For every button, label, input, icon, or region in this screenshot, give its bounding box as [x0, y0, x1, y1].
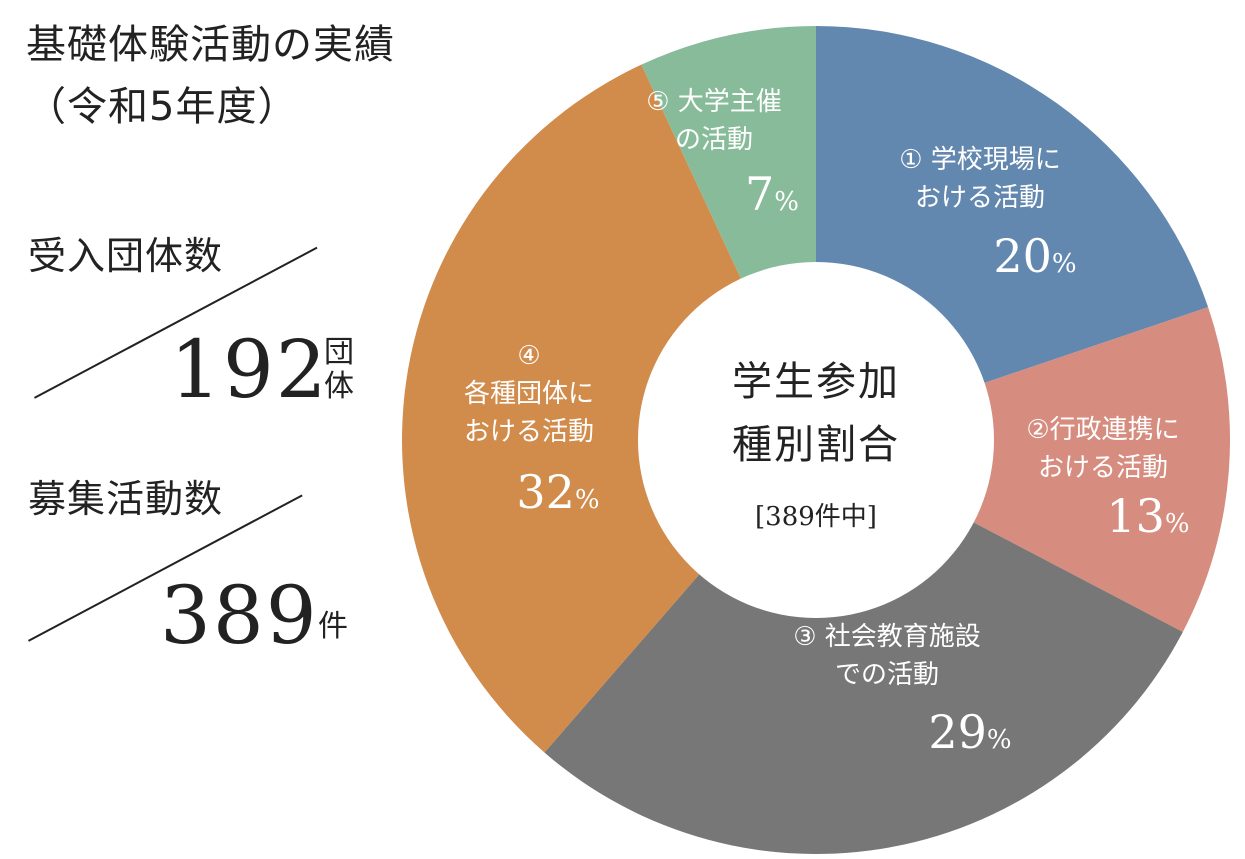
- pie-slice-4: [401, 64, 816, 753]
- stat-activities-value: 389: [160, 569, 319, 662]
- center-label: 学生参加 種別割合 [389件中]: [732, 359, 900, 532]
- page-title: 基礎体験活動の実績 （令和5年度）: [26, 14, 395, 138]
- stat-organizations-unit-text: 団体: [324, 335, 354, 404]
- title-line-1: 基礎体験活動の実績: [26, 22, 395, 68]
- slice-label-5-line-1: ⑤ 大学主催: [646, 87, 782, 117]
- stat-activities-label: 募集活動数: [28, 477, 224, 521]
- center-subtitle: [389件中]: [755, 502, 877, 532]
- slice-label-4-line-3: おける活動: [464, 417, 594, 447]
- slice-label-4-line-1: ④: [517, 341, 540, 371]
- slice-label-3-line-1: ③ 社会教育施設: [793, 622, 981, 652]
- stat-organizations-label: 受入団体数: [28, 234, 224, 278]
- pie-slices: [401, 26, 1230, 855]
- center-title-line-2: 種別割合: [732, 422, 900, 468]
- slice-label-2-line-1: ②行政連携に: [1026, 415, 1179, 445]
- stat-organizations-unit: 団体: [322, 336, 356, 404]
- donut-hole: [638, 262, 994, 618]
- slice-label-1-line-1: ① 学校現場に: [899, 145, 1061, 175]
- slice-label-4-line-2: 各種団体に: [464, 379, 594, 409]
- pie-slice-2: [816, 307, 1230, 632]
- title-line-2: （令和5年度）: [26, 84, 299, 130]
- slice-percent-5: 7%: [745, 167, 799, 221]
- slice-label-3-line-2: での活動: [835, 660, 939, 690]
- slice-label-1-line-2: おける活動: [915, 183, 1045, 213]
- slice-label-5-line-2: の活動: [675, 125, 753, 155]
- stat-organizations-value: 192: [170, 323, 329, 416]
- slice-label-2-line-2: おける活動: [1038, 453, 1168, 483]
- pie-slice-3: [544, 440, 1183, 855]
- stat-activities-unit: 件: [318, 609, 348, 644]
- center-title-line-1: 学生参加: [732, 359, 900, 405]
